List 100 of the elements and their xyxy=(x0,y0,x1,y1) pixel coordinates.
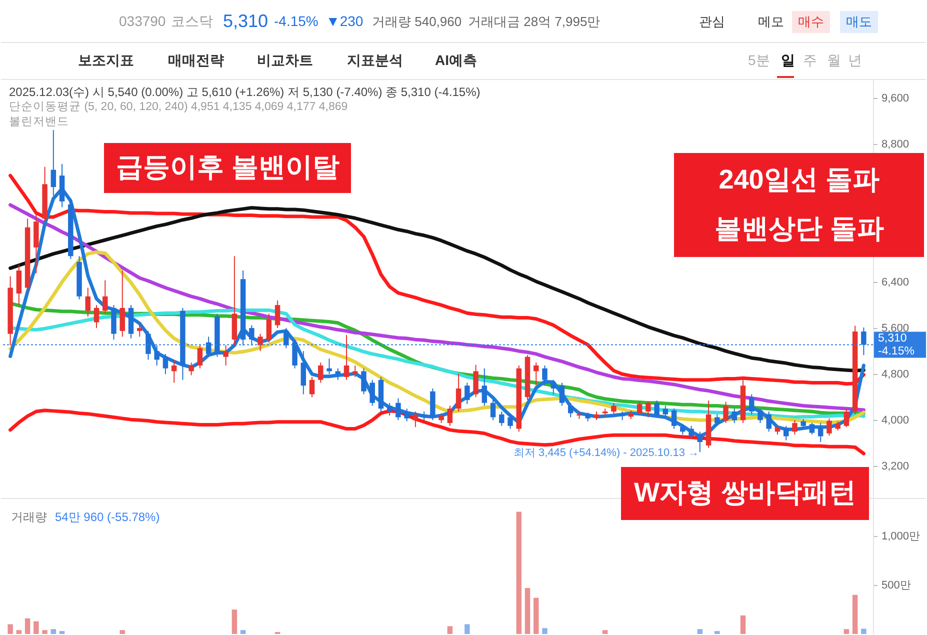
annotation: 거래량 xyxy=(11,510,47,524)
candlestick xyxy=(723,401,728,424)
candlestick xyxy=(482,368,488,406)
candlestick xyxy=(344,334,350,380)
candlestick xyxy=(94,304,100,329)
candlestick xyxy=(611,402,616,415)
candlestick xyxy=(680,424,686,436)
candlestick xyxy=(861,326,866,356)
text: 월 xyxy=(827,52,841,68)
text: 관심 xyxy=(699,14,725,29)
candlestick xyxy=(800,418,806,430)
candlestick xyxy=(646,400,651,418)
candlestick xyxy=(412,411,418,428)
candlestick xyxy=(654,400,660,418)
bar xyxy=(714,631,720,634)
text: 보조지표 xyxy=(78,52,134,68)
candlestick xyxy=(146,330,151,360)
candlestick xyxy=(438,412,444,424)
text: 매매전략 xyxy=(168,52,224,68)
candlestick xyxy=(188,362,194,376)
bar xyxy=(59,631,65,634)
candlestick xyxy=(464,382,470,405)
candlestick xyxy=(223,344,228,366)
bar xyxy=(697,629,703,634)
annotation: 54만 960 (-55.78%) xyxy=(55,510,160,524)
annotation: 볼린저밴드 xyxy=(9,116,69,128)
candlestick xyxy=(300,350,306,395)
bar xyxy=(447,626,453,634)
bar xyxy=(861,628,866,634)
candlestick xyxy=(102,280,108,314)
candlestick xyxy=(542,364,548,386)
candlestick xyxy=(361,368,366,395)
annotation: 240일선 돌파 볼밴상단 돌파 xyxy=(714,164,884,244)
text: 비교차트 xyxy=(257,52,313,68)
candlestick xyxy=(249,324,254,346)
candlestick xyxy=(162,353,168,375)
text: 거래량 540,960 xyxy=(372,14,462,29)
bar xyxy=(844,629,850,634)
bar xyxy=(516,512,522,634)
bar xyxy=(24,618,30,634)
bar xyxy=(542,628,548,634)
bar xyxy=(740,615,746,634)
candlestick xyxy=(370,379,375,406)
annotation: 급등이후 볼밴이탈 xyxy=(116,152,340,182)
y-tick-label: 500만 xyxy=(882,580,911,592)
candlestick xyxy=(85,287,91,318)
candlestick xyxy=(749,394,754,415)
bar xyxy=(534,598,539,634)
bar xyxy=(524,588,530,634)
candlestick xyxy=(826,418,832,436)
candlestick xyxy=(844,408,850,428)
annotation: W자형 쌍바닥패턴 xyxy=(634,478,856,508)
bar xyxy=(602,630,608,634)
candlestick xyxy=(499,411,504,426)
candlestick xyxy=(318,362,324,384)
text: ▼230 xyxy=(326,13,364,29)
candlestick xyxy=(835,420,840,432)
text: 주 xyxy=(803,52,817,68)
bar xyxy=(8,624,13,634)
annotation: 최저 3,445 (+54.14%) - 2025.10.13 → xyxy=(513,447,699,459)
candlestick xyxy=(732,408,738,424)
bar xyxy=(42,630,48,634)
candlestick xyxy=(550,379,556,395)
text: 코스닥 xyxy=(171,13,213,29)
candlestick xyxy=(758,408,763,424)
candlestick xyxy=(508,414,513,430)
bar xyxy=(240,630,246,634)
text: 5,310 xyxy=(223,11,268,31)
bar xyxy=(232,610,238,634)
bar xyxy=(50,629,56,634)
text: -4.15% xyxy=(274,13,318,29)
candlestick xyxy=(326,358,332,375)
bar xyxy=(852,594,858,634)
annotation: 2025.12.03(수) 시 5,540 (0.00%) 고 5,610 (+1.26%) 저 5,130 (-7.40%) 종 5,310 (-4.15%) xyxy=(9,85,480,99)
candlestick xyxy=(274,300,280,329)
y-tick-label: 4,000 xyxy=(882,414,910,427)
y-tick-label: 8,800 xyxy=(882,138,910,150)
candlestick xyxy=(352,364,358,378)
text: 매수 xyxy=(798,14,824,29)
candlestick xyxy=(292,339,298,369)
text: 메모 xyxy=(758,14,784,29)
text: 년 xyxy=(848,52,862,68)
text: 033790 xyxy=(119,13,166,29)
candlestick xyxy=(171,359,177,384)
candlestick xyxy=(714,414,720,426)
candlestick xyxy=(16,264,22,306)
text: 5분 xyxy=(748,52,770,68)
candlestick xyxy=(206,336,212,358)
candlestick xyxy=(266,313,272,343)
text: 거래대금 28억 7,995만 xyxy=(468,14,600,29)
candlestick xyxy=(792,420,798,436)
candlestick xyxy=(309,376,315,398)
candlestick xyxy=(766,411,772,432)
candlestick xyxy=(809,422,815,436)
candlestick xyxy=(396,398,401,421)
y-tick-label: 4,800 xyxy=(882,368,910,381)
y-tick-label: 3,200 xyxy=(882,460,910,473)
text: 지표분석 xyxy=(347,52,403,68)
candlestick xyxy=(447,405,453,426)
candlestick xyxy=(534,362,539,386)
